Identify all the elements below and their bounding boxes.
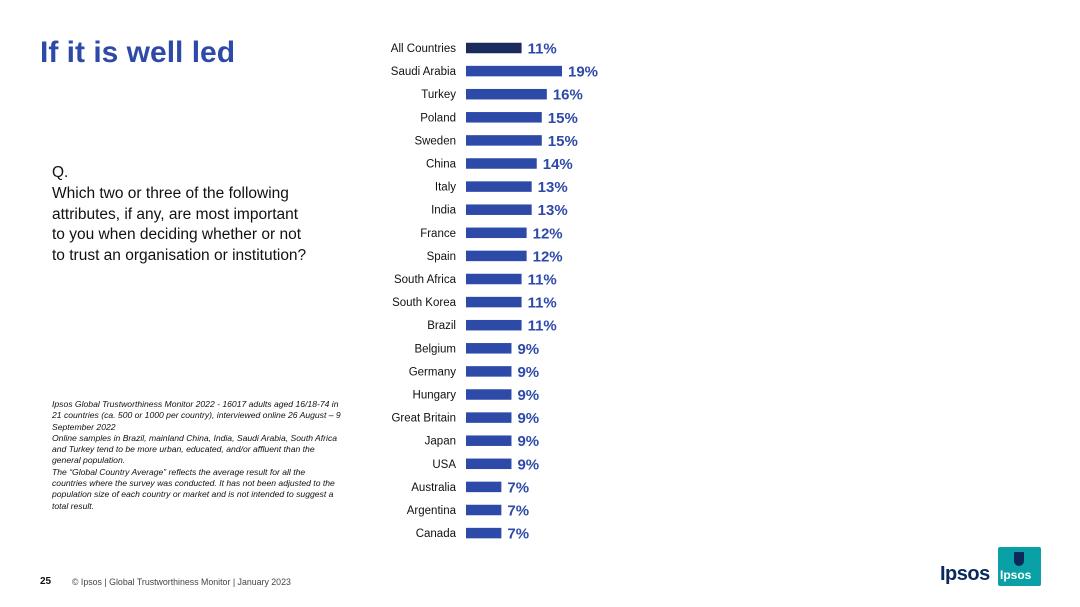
value-label-turkey: 16% — [553, 87, 583, 104]
category-label-turkey: Turkey — [421, 89, 456, 101]
category-label-usa: USA — [432, 459, 456, 471]
value-label-india: 13% — [538, 202, 568, 219]
value-label-japan: 9% — [517, 433, 539, 450]
survey-question: Q. Which two or three of the following a… — [52, 163, 312, 267]
category-label-south-africa: South Africa — [394, 274, 457, 286]
bar-india — [466, 204, 532, 215]
category-label-argentina: Argentina — [407, 505, 457, 517]
category-label-hungary: Hungary — [413, 390, 457, 402]
bar-china — [466, 158, 537, 169]
value-label-great-britain: 9% — [517, 410, 539, 427]
category-label-saudi-arabia: Saudi Arabia — [391, 66, 457, 78]
bar-great-britain — [466, 412, 512, 423]
category-label-spain: Spain — [427, 251, 456, 263]
value-label-usa: 9% — [517, 456, 539, 473]
bar-sweden — [466, 135, 542, 146]
bar-poland — [466, 112, 542, 123]
bar-hungary — [466, 389, 512, 400]
category-label-poland: Poland — [420, 112, 456, 124]
category-label-canada: Canada — [416, 528, 457, 540]
value-label-sweden: 15% — [548, 133, 578, 150]
category-label-india: India — [431, 205, 457, 217]
ipsos-logo-icon: Ipsos — [998, 547, 1041, 586]
bar-italy — [466, 181, 532, 192]
bar-argentina — [466, 504, 502, 516]
ipsos-wordmark: Ipsos — [940, 563, 990, 585]
category-label-belgium: Belgium — [414, 343, 456, 355]
bar-south-africa — [466, 273, 522, 285]
value-label-china: 14% — [543, 156, 573, 173]
value-label-spain: 12% — [533, 248, 563, 265]
value-label-south-africa: 11% — [528, 272, 557, 289]
bar-saudi-arabia — [466, 65, 562, 77]
category-label-brazil: Brazil — [427, 320, 456, 332]
value-label-belgium: 9% — [517, 341, 539, 358]
category-label-italy: Italy — [435, 182, 456, 194]
footnote-line: Ipsos Global Trustworthiness Monitor 202… — [52, 399, 341, 432]
value-label-canada: 7% — [507, 526, 529, 543]
footer-copyright: © Ipsos | Global Trustworthiness Monitor… — [72, 577, 291, 587]
value-label-saudi-arabia: 19% — [568, 64, 598, 81]
question-label: Q. — [52, 164, 69, 181]
category-label-france: France — [420, 228, 456, 240]
value-label-south-korea: 11% — [528, 295, 557, 312]
bar-australia — [466, 481, 502, 493]
bar-all-countries — [466, 42, 522, 54]
bar-south-korea — [466, 296, 522, 308]
bar-japan — [466, 435, 512, 446]
bar-brazil — [466, 319, 522, 331]
category-label-great-britain: Great Britain — [391, 413, 456, 425]
bar-spain — [466, 250, 527, 262]
bar-usa — [466, 458, 512, 470]
value-label-germany: 9% — [517, 364, 539, 381]
bar-turkey — [466, 88, 547, 100]
page-title: If it is well led — [40, 36, 236, 69]
category-label-germany: Germany — [409, 366, 457, 378]
category-label-all-countries: All Countries — [391, 43, 456, 55]
bar-france — [466, 227, 527, 239]
category-label-japan: Japan — [425, 436, 456, 448]
value-label-hungary: 9% — [517, 387, 539, 404]
footnote-line: The “Global Country Average” reflects th… — [52, 466, 335, 511]
value-label-france: 12% — [533, 225, 563, 242]
methodology-footnote: Ipsos Global Trustworthiness Monitor 202… — [52, 399, 342, 512]
value-label-all-countries: 11% — [528, 41, 557, 58]
footnote-line: Online samples in Brazil, mainland China… — [52, 432, 338, 466]
page-number: 25 — [40, 576, 52, 587]
category-label-sweden: Sweden — [414, 135, 456, 147]
bar-germany — [466, 366, 512, 377]
value-label-italy: 13% — [538, 179, 568, 196]
value-label-argentina: 7% — [507, 503, 529, 520]
category-label-south-korea: South Korea — [392, 297, 457, 309]
question-text: Which two or three of the following attr… — [52, 184, 307, 265]
bar-canada — [466, 527, 502, 539]
category-label-australia: Australia — [411, 482, 456, 494]
category-label-china: China — [426, 159, 457, 171]
value-label-poland: 15% — [548, 110, 578, 127]
value-label-australia: 7% — [507, 479, 529, 496]
bar-belgium — [466, 343, 512, 354]
value-label-brazil: 11% — [528, 318, 557, 335]
logo-mark-shape — [1014, 552, 1024, 566]
logo-badge-text: Ipsos — [1000, 568, 1032, 582]
